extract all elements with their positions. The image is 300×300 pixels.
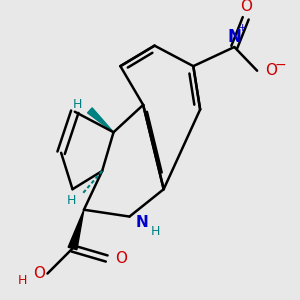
Text: N: N (136, 214, 148, 230)
Polygon shape (68, 210, 84, 250)
Text: −: − (275, 58, 286, 72)
Text: H: H (72, 98, 82, 111)
Text: H: H (18, 274, 27, 287)
Text: H: H (67, 194, 76, 207)
Text: O: O (240, 0, 252, 14)
Text: +: + (238, 23, 247, 33)
Text: O: O (33, 266, 45, 281)
Text: N: N (227, 28, 241, 46)
Text: O: O (115, 251, 127, 266)
Text: O: O (265, 63, 277, 78)
Polygon shape (88, 108, 113, 132)
Text: H: H (151, 225, 160, 238)
